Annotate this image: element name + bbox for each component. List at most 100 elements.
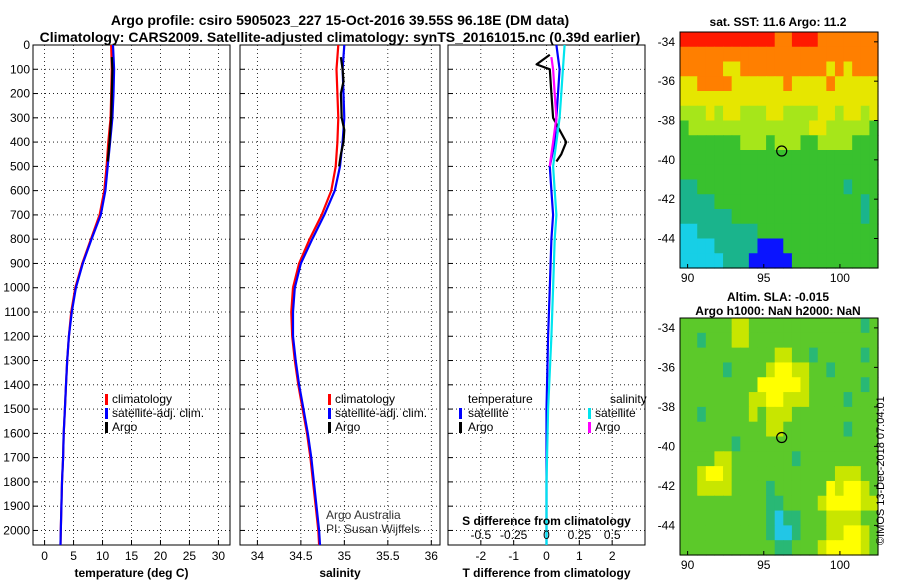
y-tick-label: 800: [10, 232, 30, 246]
map-cell: [766, 421, 776, 438]
map-cell: [740, 120, 750, 136]
map-cell: [834, 421, 845, 438]
map-cell: [834, 451, 845, 467]
map-cell: [766, 32, 776, 48]
map-cell: [731, 436, 741, 452]
series-line: [535, 53, 568, 163]
map-cell: [791, 76, 802, 92]
map-cell: [731, 347, 741, 364]
map-cell: [705, 46, 716, 63]
map-cell: [705, 540, 716, 556]
map-cell: [731, 421, 741, 438]
map-cell: [757, 194, 767, 210]
map-cell: [817, 105, 827, 122]
map-cell: [817, 332, 827, 349]
map-cell: [766, 164, 776, 181]
map-cell: [869, 209, 879, 225]
map-cell: [688, 318, 698, 334]
map-x-tick-label: 100: [830, 558, 850, 572]
map-cell: [791, 135, 802, 151]
map-cell: [766, 253, 776, 269]
map-cell: [757, 164, 767, 181]
map-cell: [826, 61, 836, 77]
map-cell: [783, 32, 793, 48]
map-cell: [680, 377, 690, 393]
map-y-tick-label: -38: [658, 114, 676, 128]
map-cell: [731, 480, 741, 497]
map-cell: [869, 377, 879, 393]
series-line: [545, 44, 561, 545]
map-cell: [705, 135, 716, 151]
map-cell: [731, 495, 741, 512]
map-cell: [697, 377, 707, 393]
map-cell: [852, 466, 862, 482]
map-cell: [791, 436, 802, 452]
map-cell: [817, 32, 827, 48]
map-cell: [800, 223, 810, 240]
map-cell: [714, 223, 724, 240]
map-cell: [723, 46, 733, 63]
map-cell: [731, 451, 741, 467]
map-cell: [766, 540, 776, 556]
map-cell: [705, 223, 716, 240]
map-cell: [697, 525, 707, 541]
map-cell: [826, 179, 836, 195]
map-cell: [714, 32, 724, 48]
map-cell: [740, 377, 750, 393]
map-cell: [757, 253, 767, 269]
map-cell: [688, 76, 698, 92]
map-cell: [869, 436, 879, 452]
map-cell: [809, 451, 819, 467]
map-cell: [817, 436, 827, 452]
map-cell: [757, 392, 767, 408]
map-cell: [783, 377, 793, 393]
map-cell: [697, 406, 707, 423]
map-cell: [766, 61, 776, 77]
sla-map-subtitle: Argo h1000: NaN h2000: NaN: [695, 304, 860, 318]
map-y-tick-label: -36: [658, 360, 676, 374]
map-cell: [783, 76, 793, 92]
map-cell: [843, 76, 853, 92]
map-cell: [852, 76, 862, 92]
map-cell: [783, 540, 793, 556]
map-cell: [714, 238, 724, 254]
map-cell: [817, 164, 827, 181]
map-cell: [748, 332, 759, 349]
map-cell: [680, 480, 690, 497]
map-cell: [834, 61, 845, 77]
map-cell: [748, 46, 759, 63]
map-cell: [688, 253, 698, 269]
y-tick-label: 400: [10, 135, 30, 149]
map-cell: [774, 238, 784, 254]
map-cell: [774, 32, 784, 48]
map-cell: [697, 451, 707, 467]
x-tick-label: 5: [70, 549, 77, 563]
map-cell: [757, 466, 767, 482]
map-cell: [809, 495, 819, 512]
s-tick-label: -0.5: [470, 528, 491, 542]
map-cell: [697, 510, 707, 526]
map-cell: [697, 209, 707, 225]
map-cell: [688, 392, 698, 408]
map-cell: [852, 480, 862, 497]
map-cell: [723, 406, 733, 423]
map-cell: [774, 105, 784, 122]
map-cell: [852, 120, 862, 136]
map-cell: [731, 392, 741, 408]
map-cell: [680, 46, 690, 63]
x-tick-label: 20: [154, 549, 168, 563]
map-cell: [860, 421, 870, 438]
map-cell: [714, 540, 724, 556]
map-cell: [714, 525, 724, 541]
map-cell: [826, 436, 836, 452]
map-cell: [843, 347, 853, 364]
map-cell: [697, 194, 707, 210]
map-cell: [852, 150, 862, 166]
map-frame: [679, 317, 879, 556]
map-cell: [731, 61, 741, 77]
map-cell: [731, 91, 741, 107]
legend-label: satellite: [595, 406, 636, 420]
y-tick-label: 300: [10, 111, 30, 125]
credit-line1: Argo Australia: [326, 508, 401, 522]
